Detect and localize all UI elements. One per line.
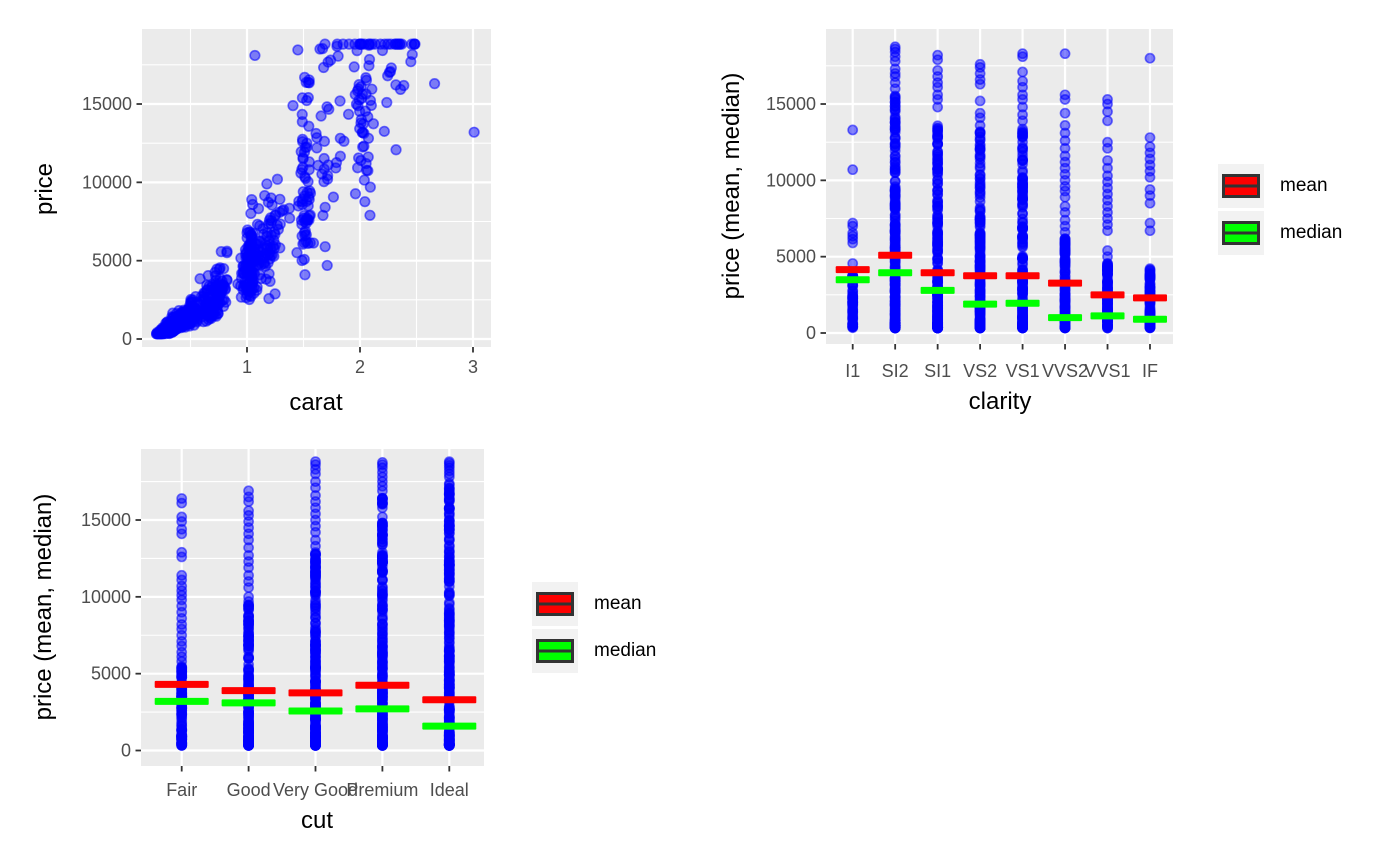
y-tick-label: 10000 bbox=[81, 587, 131, 607]
x-tick-label: I1 bbox=[845, 361, 860, 381]
x-tick-label: Ideal bbox=[430, 780, 469, 800]
x-tick-label: 1 bbox=[242, 357, 252, 377]
x-axis-title-carat: carat bbox=[289, 389, 343, 416]
mean-crossbars bbox=[835, 251, 1167, 302]
y-tick-label: 10000 bbox=[766, 170, 816, 190]
legend-label-median: median bbox=[594, 640, 657, 661]
y-tick-label: 5000 bbox=[91, 664, 131, 684]
median-crossbar bbox=[221, 699, 276, 707]
x-tick-label: SI2 bbox=[882, 361, 909, 381]
mean-crossbar bbox=[288, 689, 343, 697]
x-tick-label: Premium bbox=[346, 780, 418, 800]
x-tick-label: VVS1 bbox=[1085, 361, 1131, 381]
legend-item-median: median bbox=[1218, 211, 1342, 255]
y-tick-label: 15000 bbox=[82, 94, 132, 114]
mean-crossbar bbox=[154, 680, 209, 688]
median-crossbar bbox=[288, 707, 343, 715]
y-axis-title-price: price bbox=[31, 162, 58, 216]
median-crossbar bbox=[422, 722, 477, 730]
x-tick-label: Good bbox=[227, 780, 271, 800]
median-crossbar bbox=[1132, 315, 1167, 323]
legend-key-median bbox=[1218, 211, 1264, 255]
x-tick-label: 3 bbox=[468, 357, 478, 377]
median-crossbar bbox=[1048, 314, 1083, 322]
scatter-points bbox=[151, 38, 480, 340]
y-tick-label: 5000 bbox=[92, 251, 132, 271]
legend-key-mean bbox=[1218, 164, 1264, 208]
legend-label-mean: mean bbox=[1280, 175, 1328, 196]
axis-tick-labels: 0 5000 10000 15000 1 2 3 bbox=[82, 94, 478, 377]
y-tick-label: 15000 bbox=[81, 510, 131, 530]
x-axis-title-clarity: clarity bbox=[968, 388, 1032, 415]
median-crossbar bbox=[154, 697, 209, 705]
median-crossbar bbox=[355, 705, 410, 713]
mean-crossbar bbox=[355, 681, 410, 689]
x-tick-label: VS1 bbox=[1006, 361, 1040, 381]
strip-points bbox=[176, 456, 455, 751]
median-crossbars bbox=[835, 269, 1167, 323]
crossbar-glyph-mean-icon bbox=[1222, 174, 1260, 198]
x-tick-label: VS2 bbox=[963, 361, 997, 381]
axis-ticks bbox=[136, 103, 474, 353]
crossbar-glyph-mean-icon bbox=[536, 592, 574, 616]
y-axis-title-price-mean-median-clarity: price (mean, median) bbox=[718, 72, 745, 300]
y-tick-label: 0 bbox=[121, 741, 131, 761]
mean-crossbar bbox=[1132, 294, 1167, 302]
median-crossbar bbox=[920, 286, 955, 294]
legend-item-mean: mean bbox=[532, 582, 656, 626]
mean-crossbar bbox=[920, 269, 955, 277]
mean-crossbar bbox=[422, 696, 477, 704]
x-axis-title-cut: cut bbox=[300, 807, 334, 834]
mean-crossbar bbox=[1090, 291, 1125, 299]
y-tick-label: 10000 bbox=[82, 172, 132, 192]
mean-crossbar bbox=[1005, 272, 1040, 280]
median-crossbar bbox=[878, 269, 913, 277]
median-crossbar bbox=[963, 300, 998, 308]
legend-label-mean: mean bbox=[594, 593, 642, 614]
axis-ticks bbox=[820, 103, 1151, 350]
y-tick-label: 5000 bbox=[776, 247, 816, 267]
mean-crossbar bbox=[963, 272, 998, 280]
legend-item-mean: mean bbox=[1218, 164, 1342, 208]
mean-crossbar bbox=[878, 251, 913, 259]
legend-clarity: mean median bbox=[1218, 164, 1342, 255]
y-tick-label: 0 bbox=[806, 323, 816, 343]
x-tick-label: Very Good bbox=[273, 780, 358, 800]
legend-key-median bbox=[532, 629, 578, 673]
median-crossbar bbox=[1005, 299, 1040, 307]
legend-item-median: median bbox=[532, 629, 656, 673]
legend-cut: mean median bbox=[532, 582, 656, 673]
x-tick-label: 2 bbox=[355, 357, 365, 377]
legend-label-median: median bbox=[1280, 222, 1343, 243]
crossbar-glyph-median-icon bbox=[1222, 221, 1260, 245]
median-crossbars bbox=[154, 697, 477, 730]
median-crossbar bbox=[835, 276, 870, 284]
mean-crossbar bbox=[1048, 279, 1083, 287]
x-tick-label: IF bbox=[1142, 361, 1158, 381]
chart-carat-price: 0 5000 10000 15000 1 2 3 bbox=[82, 29, 491, 377]
x-tick-label: Fair bbox=[166, 780, 197, 800]
y-axis-title-price-mean-median-cut: price (mean, median) bbox=[30, 493, 57, 721]
legend-key-mean bbox=[532, 582, 578, 626]
mean-crossbar bbox=[221, 687, 276, 695]
y-tick-label: 0 bbox=[122, 329, 132, 349]
mean-crossbar bbox=[835, 266, 870, 274]
axis-ticks bbox=[135, 519, 451, 772]
x-tick-label: VVS2 bbox=[1042, 361, 1088, 381]
mean-crossbars bbox=[154, 680, 477, 704]
x-tick-label: SI1 bbox=[924, 361, 951, 381]
y-tick-label: 15000 bbox=[766, 94, 816, 114]
median-crossbar bbox=[1090, 312, 1125, 320]
crossbar-glyph-median-icon bbox=[536, 639, 574, 663]
strip-points bbox=[847, 41, 1156, 334]
